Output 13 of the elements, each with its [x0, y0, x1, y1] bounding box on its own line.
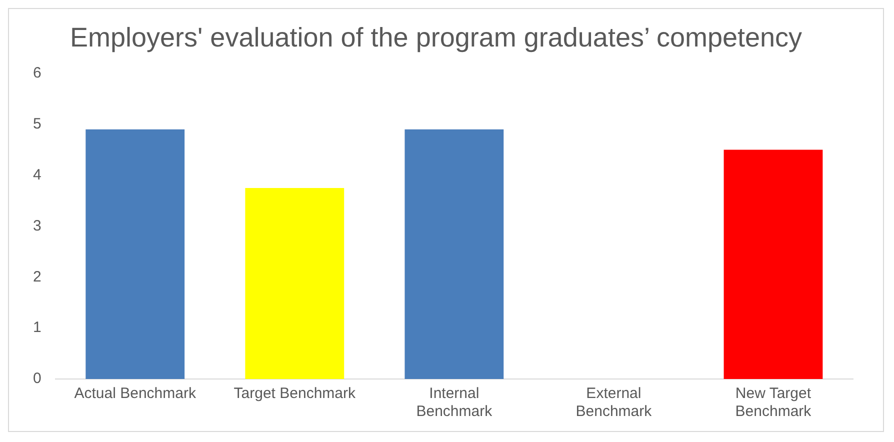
x-tick-label: External Benchmark [576, 385, 652, 420]
chart-title: Employers' evaluation of the program graduates’ competency [70, 22, 803, 53]
y-tick-label: 5 [33, 115, 42, 132]
y-tick-label: 6 [33, 64, 42, 82]
y-tick-label: 2 [33, 268, 42, 286]
x-tick-label: Internal Benchmark [416, 385, 493, 420]
y-tick-label: 4 [33, 166, 42, 184]
x-tick-label: New Target Benchmark [735, 385, 812, 420]
y-tick-label: 3 [33, 217, 42, 234]
y-tick-label: 1 [33, 319, 42, 336]
x-tick-label: Target Benchmark [234, 385, 356, 402]
x-tick-label: Actual Benchmark [74, 385, 196, 402]
y-tick-label: 0 [33, 370, 42, 388]
